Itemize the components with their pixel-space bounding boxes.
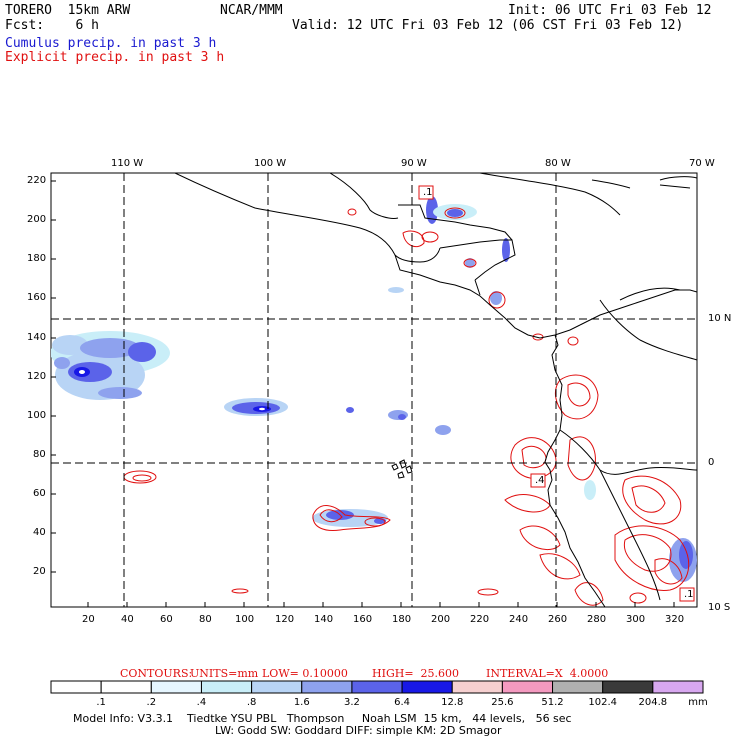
- colorbar-label: .8: [246, 697, 257, 708]
- colorbar-swatch: [451, 680, 503, 694]
- x-tick: 20: [82, 614, 95, 625]
- lon-label-70w: 70 W: [689, 158, 715, 169]
- lon-label-90w: 90 W: [401, 158, 427, 169]
- y-tick: 220: [27, 175, 47, 186]
- colorbar-label: .2: [146, 697, 157, 708]
- coastlines: [174, 173, 697, 607]
- cumulus-legend: Cumulus precip. in past 3 h: [5, 36, 217, 51]
- x-tick: 300: [626, 614, 646, 625]
- marker-label: .1: [423, 187, 433, 198]
- x-tick: 80: [199, 614, 212, 625]
- colorbar-label: mm: [688, 697, 708, 708]
- colorbar-label: 6.4: [394, 697, 411, 708]
- colorbar-swatch: [100, 680, 152, 694]
- x-tick: 160: [353, 614, 373, 625]
- colorbar-swatch: [251, 680, 303, 694]
- model-physics: LW: Godd SW: Goddard DIFF: simple KM: 2D…: [215, 724, 502, 737]
- y-tick: 180: [27, 253, 47, 264]
- marker-label: .1: [684, 589, 694, 600]
- graticule: [51, 173, 697, 607]
- colorbar-label: 204.8: [638, 697, 668, 708]
- colorbar-swatch: [602, 680, 654, 694]
- y-tick: 40: [33, 527, 46, 538]
- contours-interval: INTERVAL=X 4.0000: [486, 667, 609, 680]
- colorbar-label: 3.2: [343, 697, 360, 708]
- x-tick: 180: [392, 614, 412, 625]
- marker-label: .4: [535, 475, 545, 486]
- x-tick: 280: [587, 614, 607, 625]
- contours-low: LOW= 0.10000: [262, 667, 348, 680]
- colorbar-label: 51.2: [541, 697, 564, 708]
- forecast-hour: Fcst: 6 h: [5, 18, 99, 33]
- y-tick: 140: [27, 332, 47, 343]
- colorbar-swatch: [301, 680, 353, 694]
- y-tick: 100: [27, 410, 47, 421]
- lat-label-10s: 10 S: [708, 602, 731, 613]
- model-info: Model Info: V3.3.1 Tiedtke YSU PBL Thomp…: [73, 712, 572, 725]
- contours-units: UNITS=mm: [190, 667, 259, 680]
- y-tick: 60: [33, 488, 46, 499]
- x-tick: 320: [665, 614, 685, 625]
- cumulus-precip-areas: [51, 196, 697, 582]
- y-tick: 20: [33, 566, 46, 577]
- colorbar-label: 12.8: [441, 697, 464, 708]
- contour-markers: [418, 185, 695, 602]
- explicit-legend: Explicit precip. in past 3 h: [5, 50, 225, 65]
- colorbar-swatch: [401, 680, 453, 694]
- x-tick: 260: [548, 614, 568, 625]
- x-tick: 220: [470, 614, 490, 625]
- y-tick: 80: [33, 449, 46, 460]
- colorbar-label: 102.4: [588, 697, 618, 708]
- org-label: NCAR/MMM: [220, 3, 283, 18]
- y-tick: 200: [27, 214, 47, 225]
- y-tick: 160: [27, 292, 47, 303]
- map-frame: [50, 172, 698, 608]
- colorbar-label: .1: [96, 697, 106, 708]
- x-tick: 120: [275, 614, 295, 625]
- lat-label-10n: 10 N: [708, 313, 732, 324]
- axis-ticks: [51, 180, 675, 607]
- colorbar-label: .4: [196, 697, 207, 708]
- x-tick: 60: [160, 614, 173, 625]
- contours-high: HIGH= 25.600: [372, 667, 460, 680]
- colorbar-label: 1.6: [293, 697, 310, 708]
- x-tick: 200: [431, 614, 451, 625]
- lon-label-80w: 80 W: [545, 158, 571, 169]
- colorbar-swatch: [652, 680, 704, 694]
- model-title: TORERO 15km ARW: [5, 3, 131, 18]
- y-tick: 120: [27, 371, 47, 382]
- lat-label-0: 0: [708, 457, 715, 468]
- x-tick: 140: [314, 614, 334, 625]
- colorbar-swatch: [552, 680, 604, 694]
- colorbar-label: 25.6: [491, 697, 514, 708]
- colorbar-swatch: [351, 680, 403, 694]
- colorbar-swatch: [501, 680, 554, 694]
- valid-time: Valid: 12 UTC Fri 03 Feb 12 (06 CST Fri …: [292, 18, 684, 33]
- x-tick: 40: [121, 614, 134, 625]
- x-tick: 240: [509, 614, 529, 625]
- x-tick: 100: [235, 614, 255, 625]
- colorbar-swatch: [50, 680, 102, 694]
- contours-label: CONTOURS:: [120, 667, 193, 680]
- colorbar-swatch: [150, 680, 202, 694]
- lon-label-100w: 100 W: [254, 158, 287, 169]
- colorbar-swatch: [200, 680, 253, 694]
- lon-label-110w: 110 W: [111, 158, 144, 169]
- init-time: Init: 06 UTC Fri 03 Feb 12: [508, 3, 712, 18]
